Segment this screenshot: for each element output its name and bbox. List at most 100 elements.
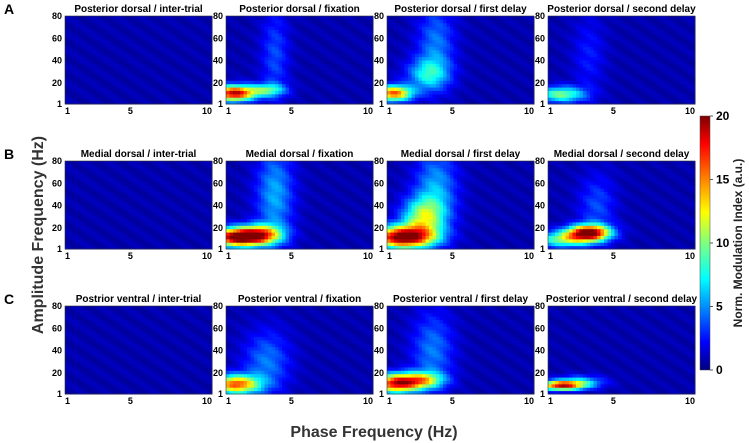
- heatmap-cell: [369, 83, 374, 88]
- heatmap-cell: [579, 97, 584, 102]
- heatmap-cell: [355, 87, 360, 91]
- heatmap-cell: [614, 53, 619, 58]
- heatmap-cell: [649, 36, 654, 41]
- heatmap-cell: [656, 19, 661, 24]
- heatmap-cell: [128, 201, 132, 206]
- heatmap-cell: [93, 80, 97, 85]
- heatmap-cell: [100, 83, 104, 88]
- heatmap-cell: [327, 66, 332, 71]
- heatmap-cell: [572, 56, 577, 61]
- heatmap-cell: [191, 97, 195, 102]
- heatmap-cell: [100, 181, 104, 186]
- heatmap-cell: [660, 66, 664, 71]
- heatmap-cell: [79, 211, 83, 216]
- heatmap-cell: [404, 80, 409, 85]
- heatmap-cell: [278, 36, 283, 41]
- heatmap-cell: [523, 26, 528, 31]
- heatmap-cell: [576, 53, 580, 58]
- heatmap-cell: [152, 66, 157, 71]
- heatmap-cell: [310, 19, 314, 24]
- heatmap-cell: [236, 53, 241, 58]
- heatmap-cell: [677, 36, 682, 41]
- heatmap-cell: [96, 26, 101, 31]
- heatmap-cell: [677, 73, 682, 78]
- heatmap-cell: [667, 93, 671, 98]
- heatmap-cell: [243, 97, 248, 102]
- heatmap-cell: [485, 29, 489, 34]
- heatmap-cell: [387, 87, 391, 91]
- heatmap-cell: [247, 32, 251, 37]
- heatmap-cell: [268, 29, 272, 34]
- heatmap-cell: [128, 177, 132, 182]
- heatmap-cell: [404, 16, 409, 20]
- heatmap-cell: [156, 39, 160, 44]
- heatmap-cell: [79, 208, 83, 213]
- heatmap-cell: [691, 76, 696, 81]
- heatmap-cell: [100, 232, 104, 236]
- heatmap-cell: [565, 83, 570, 88]
- heatmap-cell: [411, 56, 416, 61]
- heatmap-cell: [562, 90, 566, 95]
- heatmap-cell: [327, 97, 332, 102]
- heatmap-cell: [590, 32, 594, 37]
- heatmap-cell: [467, 73, 472, 78]
- heatmap-cell: [327, 76, 332, 81]
- heatmap-cell: [233, 97, 237, 102]
- heatmap-cell: [198, 90, 202, 95]
- heatmap-cell: [226, 46, 230, 51]
- heatmap-cell: [551, 53, 556, 58]
- heatmap-cell: [562, 80, 566, 85]
- heatmap-cell: [688, 26, 692, 31]
- heatmap-cell: [128, 238, 132, 243]
- heatmap-cell: [450, 29, 454, 34]
- heatmap-cell: [107, 198, 111, 203]
- heatmap-cell: [131, 201, 136, 206]
- heatmap-cell: [443, 90, 447, 95]
- heatmap-cell: [562, 39, 566, 44]
- heatmap-cell: [72, 36, 76, 41]
- heatmap-cell: [93, 194, 97, 199]
- heatmap-cell: [597, 19, 601, 24]
- heatmap-cell: [292, 39, 297, 44]
- heatmap-cell: [457, 73, 461, 78]
- heatmap-cell: [366, 87, 370, 91]
- heatmap-cell: [597, 16, 601, 20]
- heatmap-cell: [576, 60, 580, 64]
- heatmap-cell: [124, 22, 129, 27]
- heatmap-cell: [355, 76, 360, 81]
- heatmap-cell: [394, 39, 398, 44]
- heatmap-cell: [201, 83, 206, 88]
- heatmap-cell: [254, 36, 258, 41]
- heatmap-cell: [177, 80, 181, 85]
- heatmap-cell: [649, 93, 654, 98]
- heatmap-cell: [299, 19, 304, 24]
- heatmap-cell: [597, 43, 601, 47]
- heatmap-cell: [110, 32, 115, 37]
- heatmap-cell: [404, 73, 409, 78]
- heatmap-cell: [243, 56, 248, 61]
- heatmap-cell: [299, 60, 304, 64]
- heatmap-cell: [254, 39, 258, 44]
- heatmap-cell: [667, 60, 671, 64]
- heatmap-cell: [72, 53, 76, 58]
- heatmap-cell: [355, 97, 360, 102]
- heatmap-cell: [355, 83, 360, 88]
- heatmap-cell: [439, 80, 444, 85]
- heatmap-cell: [464, 43, 468, 47]
- heatmap-cell: [247, 60, 251, 64]
- heatmap-cell: [621, 76, 626, 81]
- heatmap-cell: [86, 46, 90, 51]
- heatmap-cell: [485, 73, 489, 78]
- heatmap-cell: [611, 43, 615, 47]
- heatmap-cell: [635, 63, 640, 68]
- heatmap-cell: [439, 63, 444, 68]
- heatmap-cell: [72, 97, 76, 102]
- heatmap-cell: [89, 63, 94, 68]
- heatmap-cell: [562, 26, 566, 31]
- heatmap-cell: [117, 228, 122, 233]
- heatmap-cell: [72, 90, 76, 95]
- heatmap-cell: [313, 49, 318, 54]
- heatmap-cell: [516, 83, 521, 88]
- heatmap-cell: [327, 46, 332, 51]
- heatmap-cell: [292, 83, 297, 88]
